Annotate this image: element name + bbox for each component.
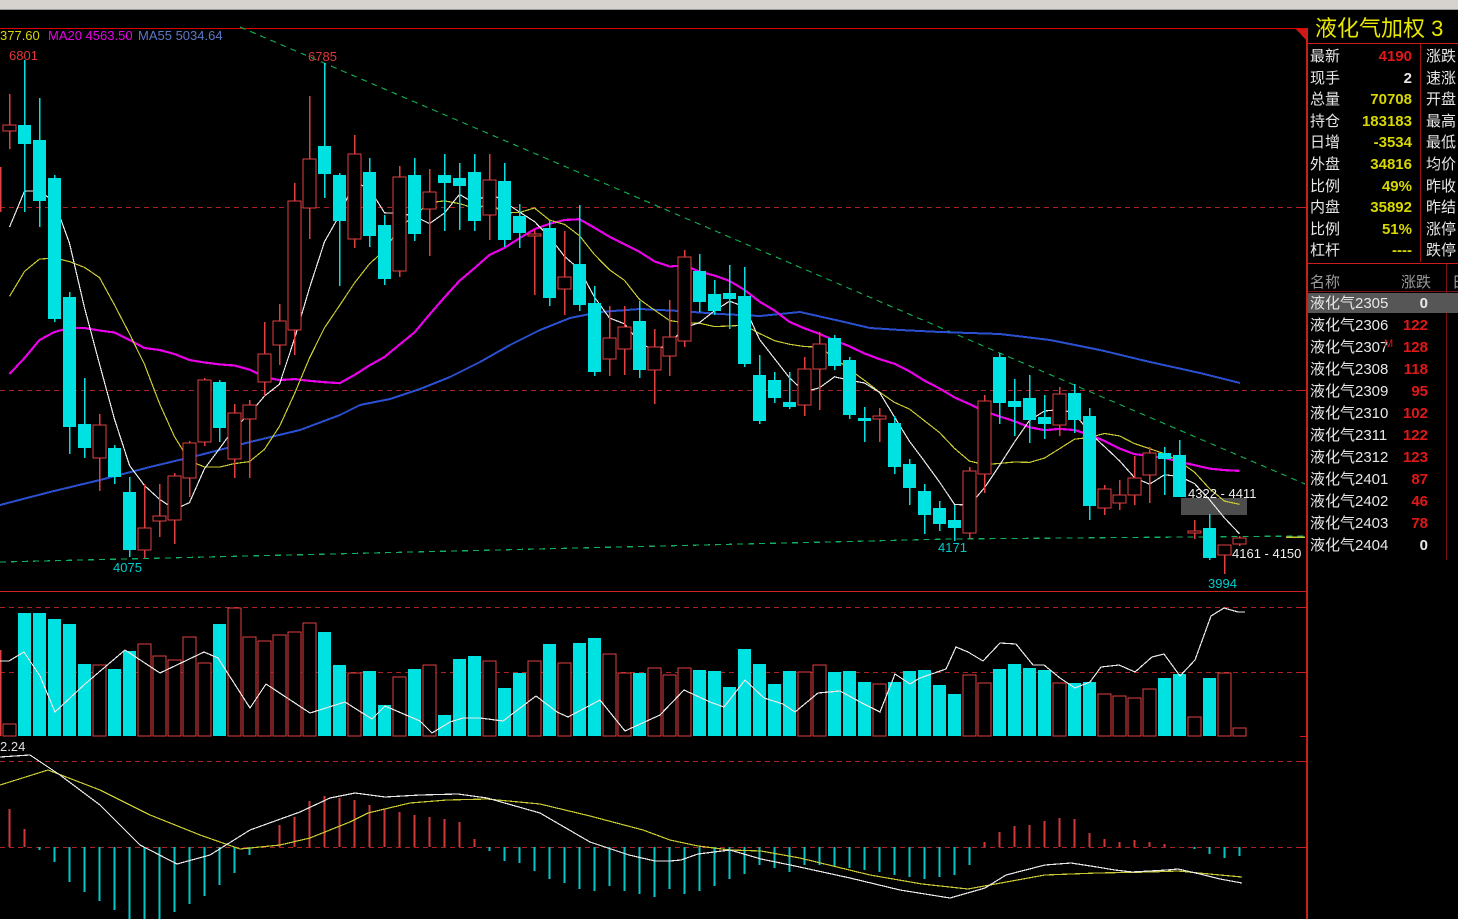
svg-text:MA55 5034.64: MA55 5034.64 <box>138 28 223 43</box>
svg-text:最新: 最新 <box>1310 48 1340 65</box>
svg-text:液化气2306: 液化气2306 <box>1310 317 1388 334</box>
svg-text:涨跌: 涨跌 <box>1401 274 1431 291</box>
svg-text:昨结: 昨结 <box>1426 199 1456 216</box>
svg-text:4190: 4190 <box>1379 48 1412 65</box>
svg-text:4171: 4171 <box>938 540 967 555</box>
svg-text:外盘: 外盘 <box>1310 155 1340 173</box>
svg-text:-3534: -3534 <box>1374 134 1413 151</box>
svg-text:123: 123 <box>1403 449 1428 466</box>
svg-text:4075: 4075 <box>113 560 142 575</box>
svg-text:均价: 均价 <box>1426 156 1456 173</box>
svg-text:日增: 日增 <box>1310 134 1340 151</box>
svg-text:液化气2312: 液化气2312 <box>1310 449 1388 466</box>
svg-text:2.24: 2.24 <box>0 739 25 754</box>
svg-text:6785: 6785 <box>308 49 337 64</box>
svg-text:名称: 名称 <box>1310 274 1340 291</box>
svg-text:51%: 51% <box>1382 221 1412 238</box>
svg-text:35892: 35892 <box>1370 199 1412 216</box>
svg-text:377.60: 377.60 <box>0 28 40 43</box>
svg-text:95: 95 <box>1411 383 1428 400</box>
svg-text:MA20 4563.50: MA20 4563.50 <box>48 28 133 43</box>
svg-text:34816: 34816 <box>1370 156 1412 173</box>
svg-text:最低: 最低 <box>1426 134 1456 151</box>
svg-text:杠杆: 杠杆 <box>1310 242 1340 259</box>
svg-text:跌停: 跌停 <box>1426 242 1456 259</box>
svg-text:122: 122 <box>1403 317 1428 334</box>
svg-text:0: 0 <box>1420 537 1428 554</box>
svg-text:----: ---- <box>1392 242 1412 259</box>
svg-text:122: 122 <box>1403 427 1428 444</box>
svg-text:液化气2308: 液化气2308 <box>1310 361 1388 378</box>
svg-text:3994: 3994 <box>1208 576 1237 591</box>
svg-text:183183: 183183 <box>1362 113 1412 130</box>
svg-text:70708: 70708 <box>1370 91 1412 108</box>
svg-text:现手: 现手 <box>1310 70 1340 87</box>
svg-text:液化气2311: 液化气2311 <box>1310 427 1387 444</box>
svg-text:128: 128 <box>1403 339 1428 356</box>
svg-text:速涨: 速涨 <box>1426 70 1456 87</box>
svg-text:持仓: 持仓 <box>1310 113 1340 130</box>
svg-text:液化气2310: 液化气2310 <box>1310 405 1388 422</box>
svg-text:2: 2 <box>1404 70 1412 87</box>
svg-text:46: 46 <box>1411 493 1428 510</box>
svg-text:4322 - 4411: 4322 - 4411 <box>1188 486 1256 501</box>
svg-text:开盘: 开盘 <box>1426 90 1456 108</box>
svg-text:78: 78 <box>1411 515 1428 532</box>
svg-text:液化气2404: 液化气2404 <box>1310 537 1388 554</box>
svg-text:118: 118 <box>1404 361 1428 378</box>
svg-text:涨跌: 涨跌 <box>1426 48 1456 65</box>
svg-text:液化气2401: 液化气2401 <box>1310 471 1388 488</box>
svg-text:最高: 最高 <box>1426 113 1456 130</box>
svg-text:0: 0 <box>1420 295 1428 312</box>
svg-text:内盘: 内盘 <box>1310 198 1340 216</box>
svg-text:比例: 比例 <box>1310 221 1340 238</box>
svg-text:液化气2307: 液化气2307 <box>1310 339 1388 356</box>
svg-text:102: 102 <box>1403 405 1428 422</box>
svg-text:M: M <box>1384 338 1393 350</box>
svg-text:总量: 总量 <box>1310 91 1340 108</box>
svg-text:液化气2309: 液化气2309 <box>1310 383 1388 400</box>
svg-text:比例: 比例 <box>1310 178 1340 195</box>
svg-text:液化气加权 3: 液化气加权 3 <box>1315 16 1443 41</box>
svg-text:87: 87 <box>1411 471 1428 488</box>
svg-text:昨收: 昨收 <box>1426 178 1456 195</box>
svg-text:49%: 49% <box>1382 178 1412 195</box>
svg-text:液化气2403: 液化气2403 <box>1310 515 1388 532</box>
svg-text:6801: 6801 <box>9 48 38 63</box>
svg-text:液化气2402: 液化气2402 <box>1310 493 1388 510</box>
svg-text:日: 日 <box>1452 274 1458 291</box>
svg-text:4161 - 4150: 4161 - 4150 <box>1232 546 1301 561</box>
svg-text:涨停: 涨停 <box>1426 221 1456 238</box>
svg-text:液化气2305: 液化气2305 <box>1310 295 1388 312</box>
